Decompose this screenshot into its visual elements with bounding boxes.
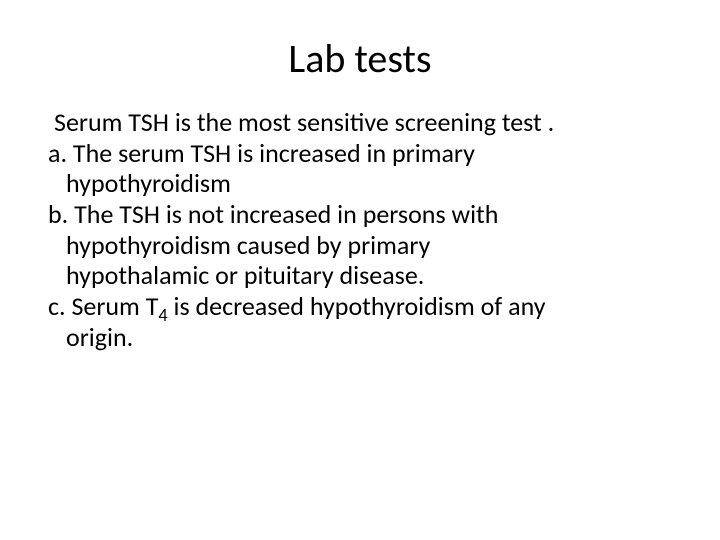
slide-title: Lab tests (48, 34, 672, 83)
slide: Lab tests Serum TSH is the most sensitiv… (0, 0, 720, 540)
item-label: b. (48, 198, 68, 230)
item-continuation: origin. (48, 322, 672, 353)
list-item-b: b. The TSH is not increased in persons w… (48, 199, 672, 291)
list-item-a: a. The serum TSH is increased in primary… (48, 138, 672, 199)
item-continuation: hypothyroidism (48, 168, 672, 199)
intro-text: Serum TSH is the most sensitive screenin… (54, 107, 672, 138)
item-text: The TSH is not increased in persons with (74, 198, 498, 230)
list-item-c: c. Serum T4 is decreased hypothyroidism … (48, 291, 672, 352)
item-label: c. (48, 290, 66, 322)
item-continuation: hypothyroidism caused by primary (48, 230, 672, 261)
item-label: a. (48, 137, 67, 169)
item-continuation: hypothalamic or pituitary disease. (48, 260, 672, 291)
slide-body: Serum TSH is the most sensitive screenin… (48, 107, 672, 352)
subscript: 4 (158, 304, 167, 326)
item-text-post: is decreased hypothyroidism of any (168, 290, 546, 322)
item-text-pre: Serum T (71, 290, 158, 322)
item-text: The serum TSH is increased in primary (73, 137, 475, 169)
